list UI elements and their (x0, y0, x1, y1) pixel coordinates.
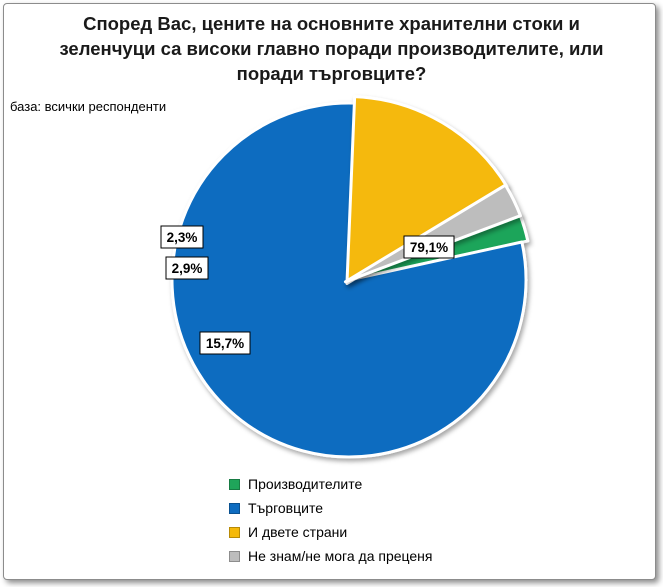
pie-slice-не-знам-не-мога-да-преценя (343, 183, 522, 284)
legend-swatch (229, 526, 240, 538)
title-line-2: зеленчуци са високи главно поради произв… (59, 38, 604, 59)
data-label-text: 2,3% (167, 230, 198, 245)
legend-label: Не знам/не мога да преценя (248, 548, 433, 564)
legend-swatch (229, 550, 240, 562)
chart-title: Според Вас, цените на основните хранител… (0, 11, 663, 86)
data-label-box (165, 256, 209, 280)
data-label-не-знам-не-мога-да-преценя: 2,9% (165, 256, 209, 280)
legend-swatch (229, 478, 240, 490)
title-line-3: поради търговците? (236, 63, 427, 84)
legend-label: Търговците (248, 500, 323, 516)
legend-item-производителите: Производителите (229, 472, 433, 496)
data-label-text: 2,9% (172, 261, 203, 276)
data-label-text: 15,7% (206, 336, 244, 351)
legend-swatch (229, 502, 240, 514)
data-label-text: 79,1% (410, 240, 448, 255)
legend-item-търговците: Търговците (229, 496, 433, 520)
legend-label: Производителите (248, 476, 363, 492)
data-label-box (403, 235, 455, 259)
data-label-търговците: 79,1% (403, 235, 455, 259)
chart-legend: Производителите Търговците И двете страни Н… (229, 472, 433, 568)
legend-item-не-знам-не-мога-да-преценя: Не знам/не мога да преценя (229, 544, 433, 568)
legend-item-и-двете-страни: И двете страни (229, 520, 433, 544)
data-label-box (160, 225, 204, 249)
data-label-box (199, 331, 251, 355)
data-label-и-двете-страни: 15,7% (199, 331, 251, 355)
legend-label: И двете страни (248, 524, 348, 540)
data-label-производителите: 2,3% (160, 225, 204, 249)
title-line-1: Според Вас, цените на основните хранител… (83, 13, 580, 34)
pie-slice-и-двете-страни (345, 95, 509, 285)
chart-subtitle: база: всички респонденти (10, 99, 167, 114)
